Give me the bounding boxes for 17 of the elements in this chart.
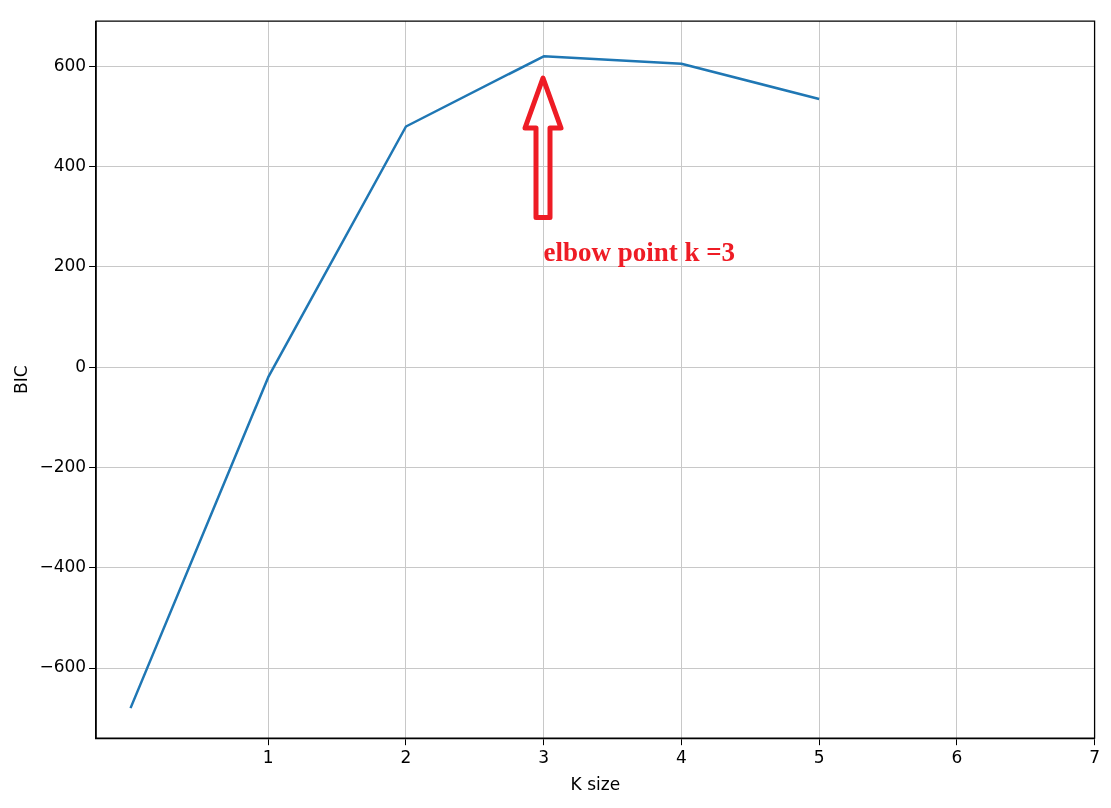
y-tick-label: −200 <box>39 455 87 476</box>
x-axis-title: K size <box>570 774 621 795</box>
x-tick-label: 5 <box>813 746 825 767</box>
annotation: elbow point k =3 <box>543 237 736 268</box>
x-tick-label: 1 <box>262 746 274 767</box>
y-tick-label: 0 <box>75 355 87 376</box>
x-tick-label: 2 <box>400 746 412 767</box>
y-tick-label: 400 <box>53 155 87 176</box>
y-tick-label: −600 <box>39 656 87 677</box>
x-tick-label: 6 <box>951 746 963 767</box>
x-tick-label: 7 <box>1089 746 1101 767</box>
y-tick-label: 200 <box>53 255 87 276</box>
y-axis-title: BIC <box>10 365 31 394</box>
y-tick-label: 600 <box>53 54 87 75</box>
y-tick-label: −400 <box>39 556 87 577</box>
x-tick-label: 3 <box>538 746 550 767</box>
x-tick-label: 4 <box>676 746 687 767</box>
